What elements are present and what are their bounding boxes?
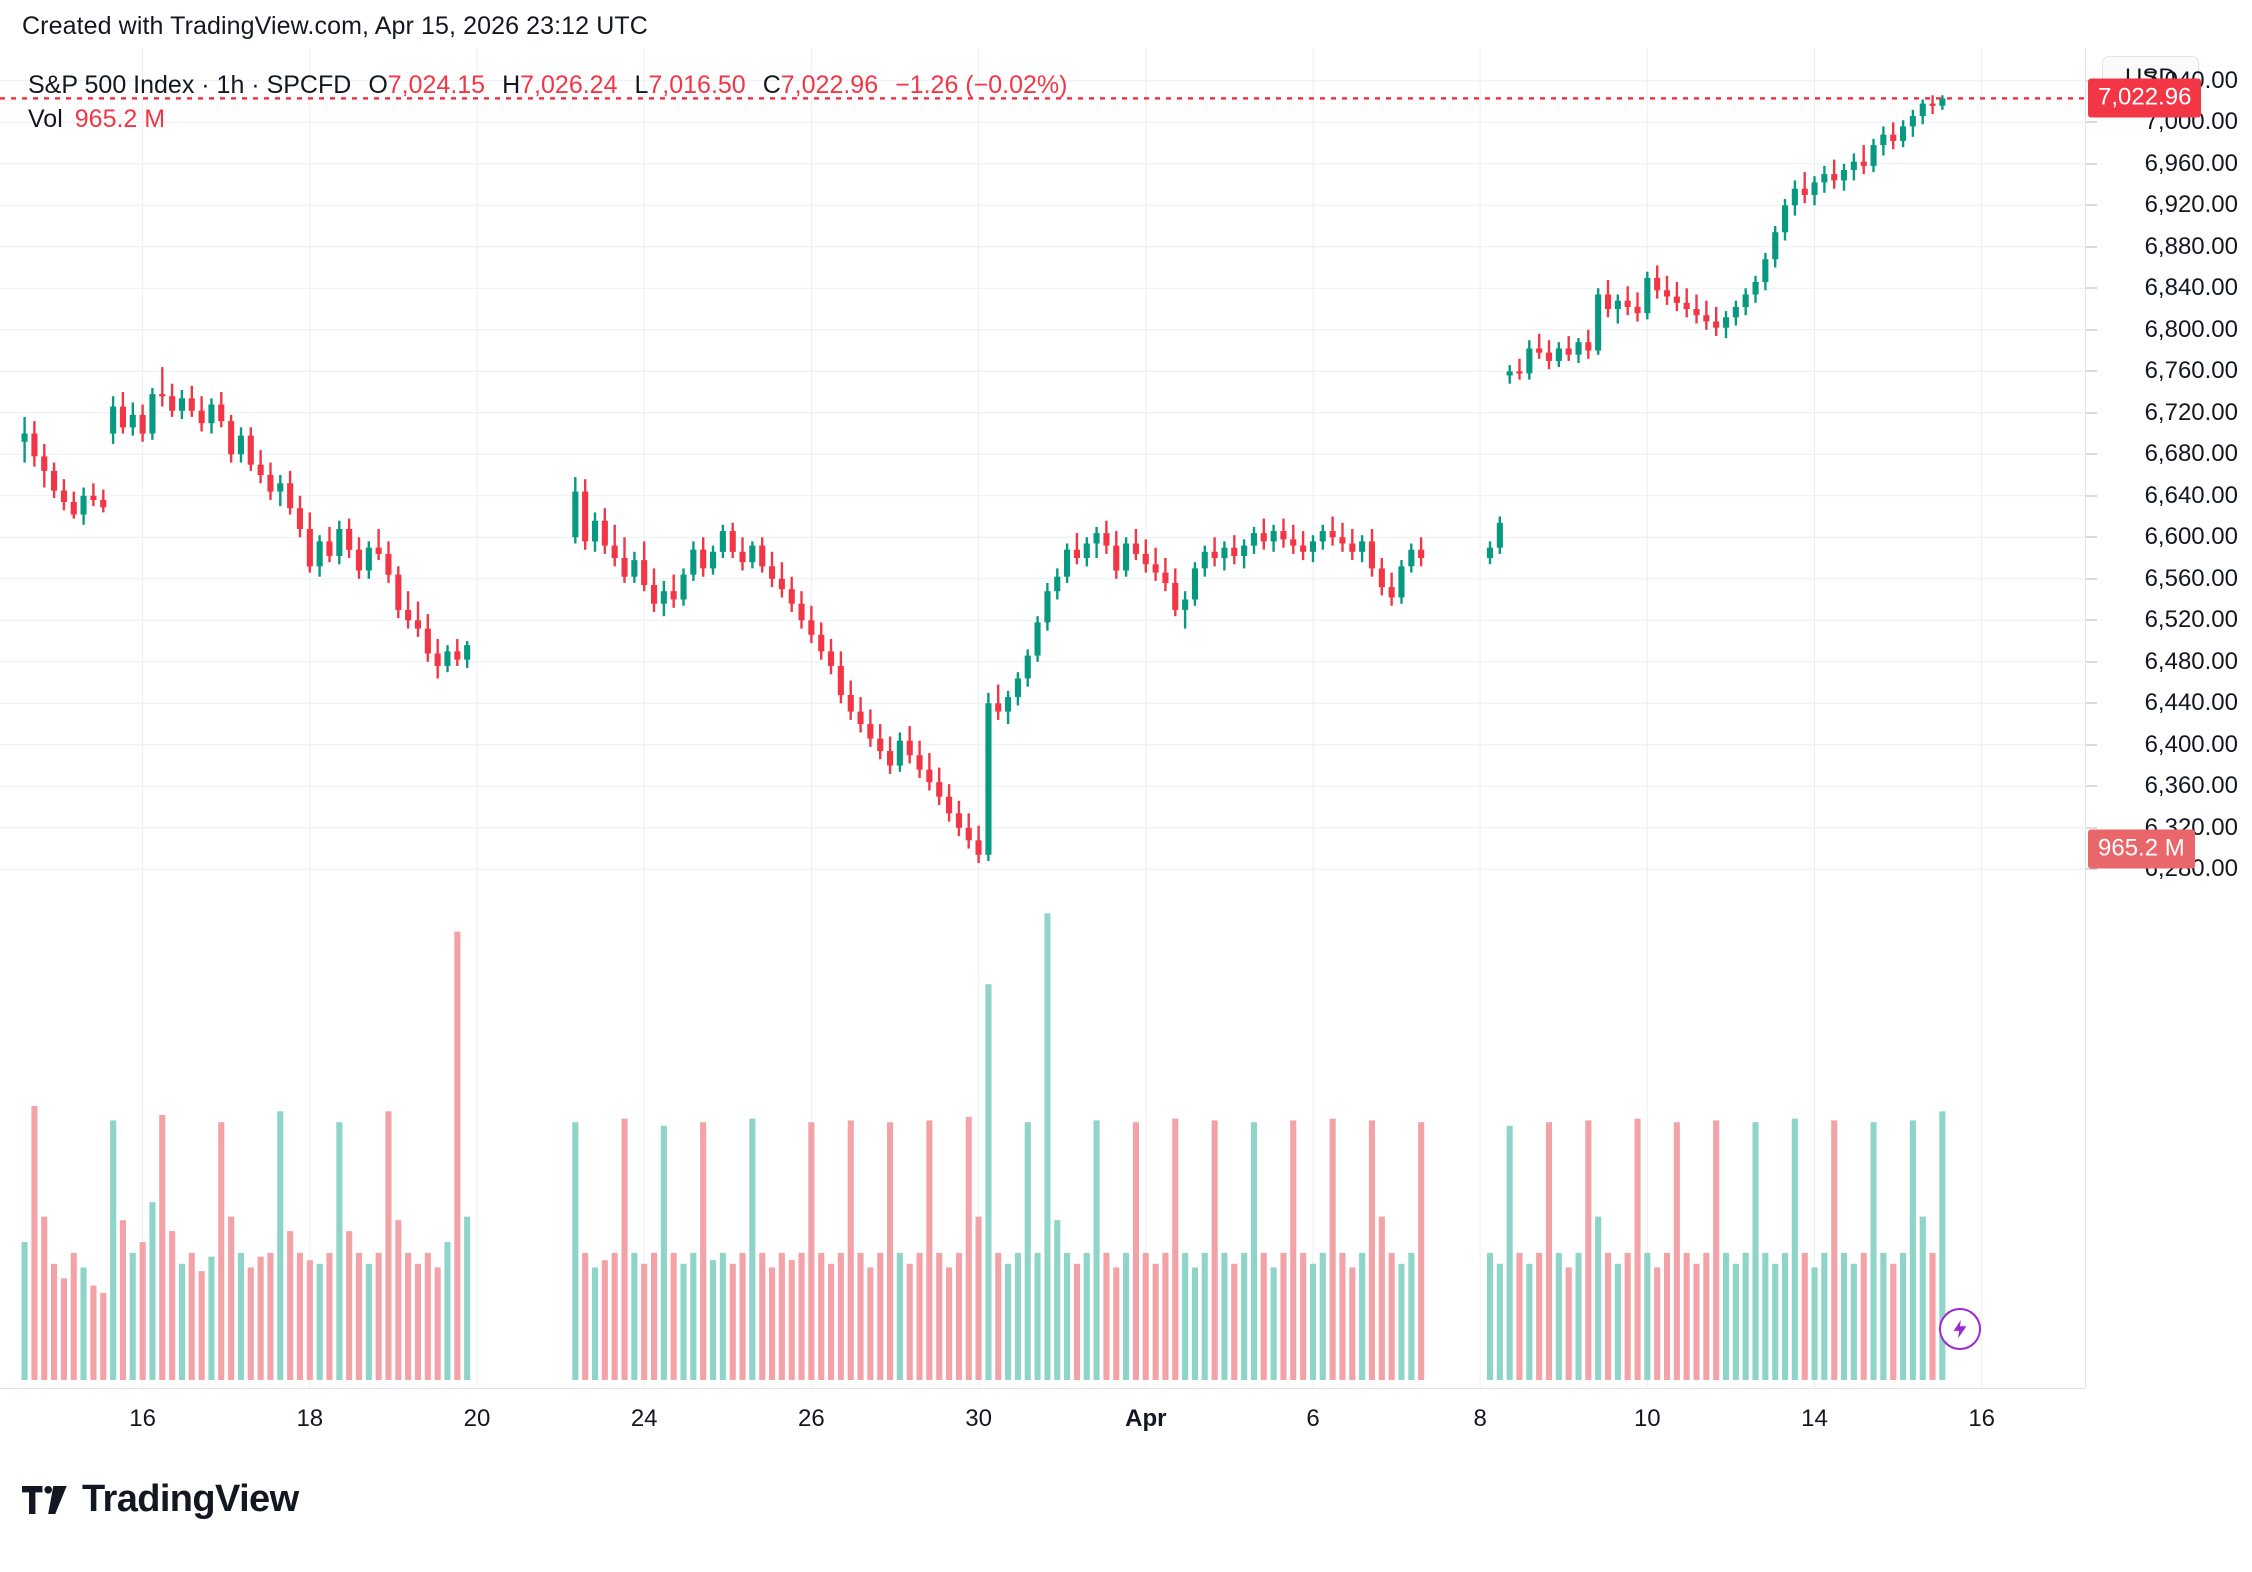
price-tick-dash [2086,661,2097,663]
candlestick-series [21,95,1946,864]
price-tick-label: 6,360.00 [2144,772,2238,800]
tradingview-wordmark: TradingView [82,1478,299,1520]
price-tick-label: 6,720.00 [2144,398,2238,426]
price-tick-dash [2086,329,2097,331]
price-tick-label: 6,800.00 [2144,315,2238,343]
time-tick-label: 8 [1473,1405,1487,1432]
lightning-icon[interactable] [1939,1308,1982,1350]
volume-badge: 965.2 M [2088,829,2195,869]
time-tick-label: 18 [296,1405,324,1432]
time-tick-label: Apr [1125,1405,1167,1432]
price-tick-label: 6,400.00 [2144,730,2238,758]
time-tick-label: 16 [1968,1405,1996,1432]
price-tick-label: 6,640.00 [2144,481,2238,509]
time-tick-label: 10 [1633,1405,1661,1432]
price-tick-dash [2086,536,2097,538]
price-tick-dash [2086,619,2097,621]
time-tick-label: 20 [463,1405,491,1432]
time-tick-label: 30 [965,1405,992,1432]
chart-plot-area[interactable] [0,48,2085,1388]
price-tick-dash [2086,702,2097,704]
price-tick-dash [2086,204,2097,206]
price-tick-label: 6,560.00 [2144,564,2238,592]
time-scale[interactable]: 16 18 20 24 26 30 Apr 6 8 10 14 16 [0,1388,2085,1452]
price-tick-dash [2086,121,2097,123]
price-tick-label: 6,920.00 [2144,191,2238,219]
attribution-text: Created with TradingView.com, Apr 15, 20… [22,12,648,40]
price-tick-dash [2086,785,2097,787]
price-tick-dash [2086,287,2097,289]
price-tick-label: 6,480.00 [2144,647,2238,675]
price-tick-label: 6,440.00 [2144,689,2238,717]
time-tick-label: 6 [1306,1405,1320,1432]
price-tick-dash [2086,163,2097,165]
price-tick-label: 6,600.00 [2144,523,2238,551]
price-tick-dash [2086,453,2097,455]
price-tick-label: 6,680.00 [2144,440,2238,468]
price-line-overlay [0,97,2085,100]
tradingview-logo-icon [22,1485,67,1514]
time-tick-label: 16 [129,1405,156,1432]
price-tick-label: 6,520.00 [2144,606,2238,634]
grid-layer [0,48,2085,1388]
price-tick-label: 6,760.00 [2144,357,2238,385]
price-tick-dash [2086,744,2097,746]
price-tick-label: 6,960.00 [2144,149,2238,177]
time-tick-label: 26 [798,1405,825,1432]
price-tick-dash [2086,868,2097,870]
volume-series [21,913,1946,1380]
price-scale[interactable]: USD 7,040.007,000.006,960.006,920.006,88… [2085,48,2252,1388]
price-tick-label: 6,840.00 [2144,274,2238,302]
time-tick-label: 24 [630,1405,658,1432]
price-tick-dash [2086,246,2097,248]
price-tick-label: 6,880.00 [2144,232,2238,260]
last-price-badge: 7,022.96 [2088,78,2202,118]
time-tick-label: 14 [1801,1405,1828,1432]
price-tick-dash [2086,578,2097,580]
footer-branding: TradingView [22,1478,299,1521]
price-tick-dash [2086,495,2097,497]
price-tick-dash [2086,827,2097,829]
price-tick-dash [2086,412,2097,414]
price-tick-dash [2086,370,2097,372]
